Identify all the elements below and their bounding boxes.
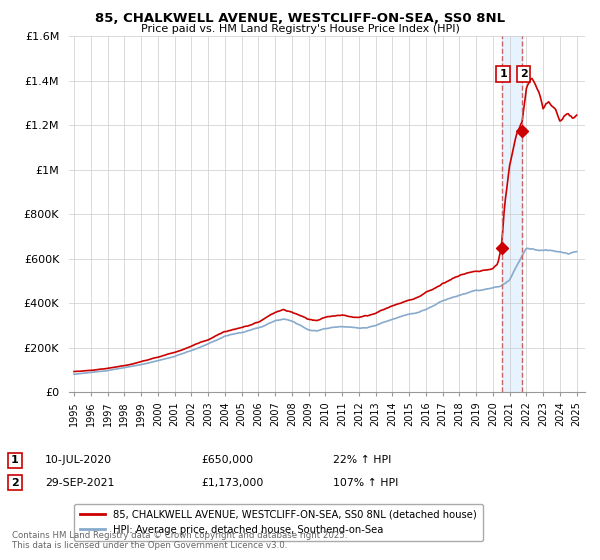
Text: Price paid vs. HM Land Registry's House Price Index (HPI): Price paid vs. HM Land Registry's House … xyxy=(140,24,460,34)
Text: 22% ↑ HPI: 22% ↑ HPI xyxy=(333,455,391,465)
Text: 2: 2 xyxy=(11,478,19,488)
Text: 1: 1 xyxy=(11,455,19,465)
Text: Contains HM Land Registry data © Crown copyright and database right 2025.
This d: Contains HM Land Registry data © Crown c… xyxy=(12,530,347,550)
Text: 107% ↑ HPI: 107% ↑ HPI xyxy=(333,478,398,488)
Text: 29-SEP-2021: 29-SEP-2021 xyxy=(45,478,115,488)
Legend: 85, CHALKWELL AVENUE, WESTCLIFF-ON-SEA, SS0 8NL (detached house), HPI: Average p: 85, CHALKWELL AVENUE, WESTCLIFF-ON-SEA, … xyxy=(74,503,483,540)
Text: 85, CHALKWELL AVENUE, WESTCLIFF-ON-SEA, SS0 8NL: 85, CHALKWELL AVENUE, WESTCLIFF-ON-SEA, … xyxy=(95,12,505,25)
Text: £650,000: £650,000 xyxy=(201,455,253,465)
Text: 10-JUL-2020: 10-JUL-2020 xyxy=(45,455,112,465)
Text: £1,173,000: £1,173,000 xyxy=(201,478,263,488)
Text: 2: 2 xyxy=(520,69,527,79)
Bar xyxy=(502,36,522,392)
Text: 1: 1 xyxy=(499,69,507,79)
